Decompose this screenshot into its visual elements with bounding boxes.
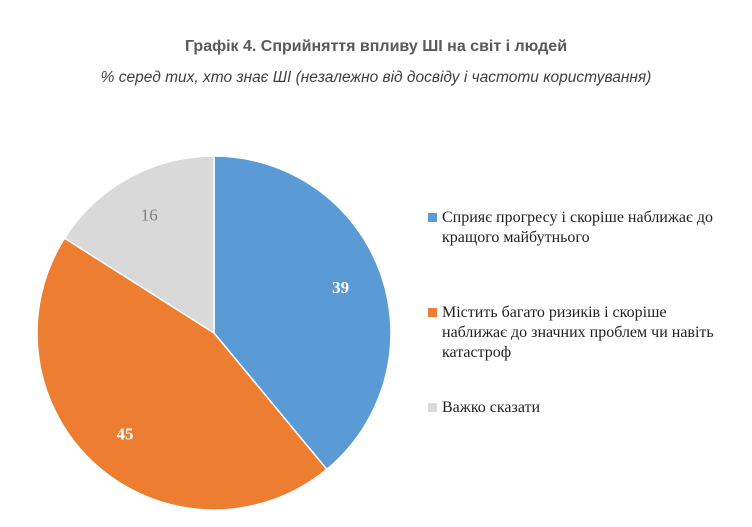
pie-slice-progress bbox=[213, 155, 392, 471]
data-label-progress: 39 bbox=[332, 278, 349, 297]
data-label-risks: 45 bbox=[117, 424, 134, 443]
legend-item-progress: Сприяє прогресу і скоріше наближає до кр… bbox=[428, 208, 728, 248]
legend-label-hard-to-say: Важко сказати bbox=[442, 399, 541, 416]
legend-swatch-risks bbox=[428, 308, 437, 317]
data-label-hard-to-say: 16 bbox=[141, 206, 158, 225]
pie-slice-risks bbox=[36, 237, 328, 511]
chart-subtitle: % серед тих, хто знає ШІ (незалежно від … bbox=[100, 69, 652, 86]
legend-label-progress: Сприяє прогресу і скоріше наближає до кр… bbox=[442, 209, 714, 246]
chart-title: Графік 4. Сприйняття впливу ШІ на світ і… bbox=[184, 38, 568, 55]
legend-label-risks: Містить багато ризиків і скоріше наближа… bbox=[442, 304, 714, 361]
pie-slices bbox=[36, 155, 392, 511]
legend-swatch-hard-to-say bbox=[428, 403, 437, 412]
legend-item-risks: Містить багато ризиків і скоріше наближа… bbox=[428, 303, 728, 363]
legend-item-hard-to-say: Важко сказати bbox=[428, 398, 728, 418]
pie-data-labels: 39 45 16 bbox=[117, 206, 350, 444]
pie-slice-hard-to-say bbox=[63, 155, 215, 335]
legend-swatch-progress bbox=[428, 213, 437, 222]
